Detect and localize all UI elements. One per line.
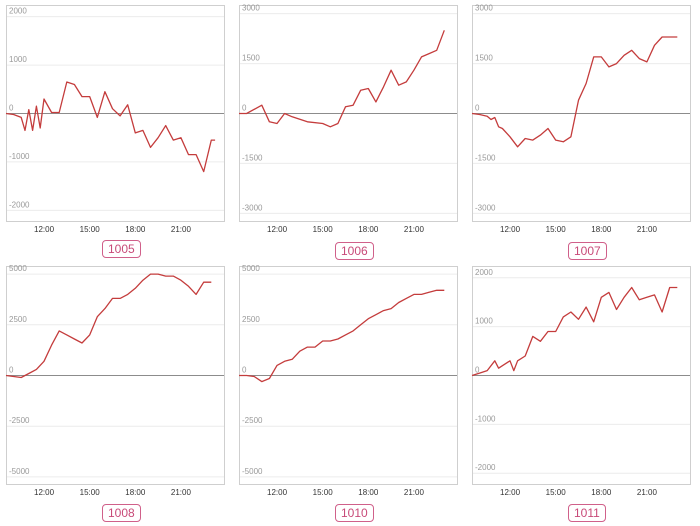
y-tick-label: -5000 xyxy=(9,467,30,476)
chart-label-badge-1006[interactable]: 1006 xyxy=(335,242,374,260)
chart-panel-1005: 2000 1000 0 -1000 -2000 12:00 15:00 18:00 21:00 … xyxy=(5,5,225,260)
x-tick-label: 18:00 xyxy=(125,225,146,234)
line-chart-1010: 5000 2500 0 -2500 -5000 12:00 15:00 18:00 21:00 xyxy=(239,264,457,497)
y-tick-label: 0 xyxy=(9,366,14,375)
chart-panel-1010: 5000 2500 0 -2500 -5000 12:00 15:00 18:00 21:00 … xyxy=(239,264,458,524)
x-tick-label: 21:00 xyxy=(404,225,425,234)
chart-panel-1007: 3000 1500 0 -1500 -3000 12:00 15:00 18:00 21:00 … xyxy=(471,4,691,260)
x-tick-label: 18:00 xyxy=(358,488,379,497)
chart-panel-1011: 2000 1000 0 -1000 -2000 12:00 15:00 18:00 21:00 … xyxy=(471,266,691,524)
x-tick-label: 15:00 xyxy=(313,225,334,234)
chart-label-badge-1007[interactable]: 1007 xyxy=(568,242,607,260)
y-tick-label: 2000 xyxy=(475,268,493,277)
y-tick-label: -1000 xyxy=(475,414,496,423)
x-tick-label: 18:00 xyxy=(358,225,379,234)
line-chart-1006: 3000 1500 0 -1500 -3000 12:00 15:00 18:00 21:00 xyxy=(239,4,457,234)
x-tick-label: 15:00 xyxy=(546,225,567,234)
x-tick-label: 12:00 xyxy=(34,225,55,234)
y-tick-label: -1500 xyxy=(475,153,496,162)
x-tick-label: 12:00 xyxy=(267,225,288,234)
series-line xyxy=(471,36,678,148)
y-tick-label: -2000 xyxy=(9,200,30,209)
x-tick-label: 15:00 xyxy=(80,225,101,234)
y-tick-label: 5000 xyxy=(242,264,260,273)
chart-label-badge-1010[interactable]: 1010 xyxy=(335,504,374,522)
x-tick-label: 15:00 xyxy=(80,488,101,497)
series-line xyxy=(5,273,212,379)
y-tick-label: -3000 xyxy=(242,203,263,212)
y-tick-label: -2500 xyxy=(242,416,263,425)
series-line xyxy=(239,289,445,383)
series-line xyxy=(471,286,678,377)
x-tick-label: 15:00 xyxy=(546,488,567,497)
x-tick-label: 15:00 xyxy=(313,488,334,497)
y-tick-label: 2000 xyxy=(9,7,27,16)
y-tick-label: 2500 xyxy=(9,315,27,324)
series-line xyxy=(239,30,445,128)
y-tick-label: 1000 xyxy=(475,317,493,326)
x-tick-label: 21:00 xyxy=(171,488,192,497)
chart-label-badge-1008[interactable]: 1008 xyxy=(102,504,141,522)
line-chart-1008: 5000 2500 0 -2500 -5000 12:00 15:00 18:00 21:00 xyxy=(5,264,224,497)
chart-label-badge-1005[interactable]: 1005 xyxy=(102,240,141,258)
x-tick-label: 18:00 xyxy=(591,225,612,234)
y-tick-label: 2500 xyxy=(242,315,260,324)
chart-panel-1008: 5000 2500 0 -2500 -5000 12:00 15:00 18:00 21:00 … xyxy=(5,264,225,524)
y-tick-label: 1500 xyxy=(475,54,493,63)
y-tick-label: 0 xyxy=(9,104,14,113)
line-chart-1011: 2000 1000 0 -1000 -2000 12:00 15:00 18:00 21:00 xyxy=(471,268,690,497)
y-tick-label: 0 xyxy=(242,104,247,113)
x-tick-label: 18:00 xyxy=(125,488,146,497)
x-tick-label: 21:00 xyxy=(637,488,658,497)
y-tick-label: 0 xyxy=(242,366,247,375)
y-tick-label: 0 xyxy=(475,104,480,113)
y-tick-label: 0 xyxy=(475,366,480,375)
x-tick-label: 12:00 xyxy=(34,488,55,497)
x-tick-label: 18:00 xyxy=(591,488,612,497)
y-tick-label: 3000 xyxy=(242,4,260,13)
line-chart-1007: 3000 1500 0 -1500 -3000 12:00 15:00 18:00 21:00 xyxy=(471,4,690,234)
y-tick-label: 1500 xyxy=(242,54,260,63)
x-tick-label: 21:00 xyxy=(171,225,192,234)
chart-label-badge-1011[interactable]: 1011 xyxy=(568,504,606,522)
y-tick-label: 1000 xyxy=(9,55,27,64)
y-tick-label: -2500 xyxy=(9,416,30,425)
x-tick-label: 12:00 xyxy=(267,488,288,497)
line-chart-1005: 2000 1000 0 -1000 -2000 12:00 15:00 18:00 21:00 xyxy=(5,7,224,234)
x-tick-label: 12:00 xyxy=(500,225,521,234)
y-tick-label: 5000 xyxy=(9,264,27,273)
y-tick-label: -1500 xyxy=(242,153,263,162)
x-tick-label: 21:00 xyxy=(637,225,658,234)
y-tick-label: -2000 xyxy=(475,463,496,472)
x-tick-label: 12:00 xyxy=(500,488,521,497)
y-tick-label: 3000 xyxy=(475,4,493,13)
series-line xyxy=(5,81,216,173)
chart-panel-1006: 3000 1500 0 -1500 -3000 12:00 15:00 18:00 21:00 … xyxy=(239,4,458,260)
y-tick-label: -5000 xyxy=(242,467,263,476)
x-tick-label: 21:00 xyxy=(404,488,425,497)
y-tick-label: -3000 xyxy=(475,203,496,212)
y-tick-label: -1000 xyxy=(9,152,30,161)
